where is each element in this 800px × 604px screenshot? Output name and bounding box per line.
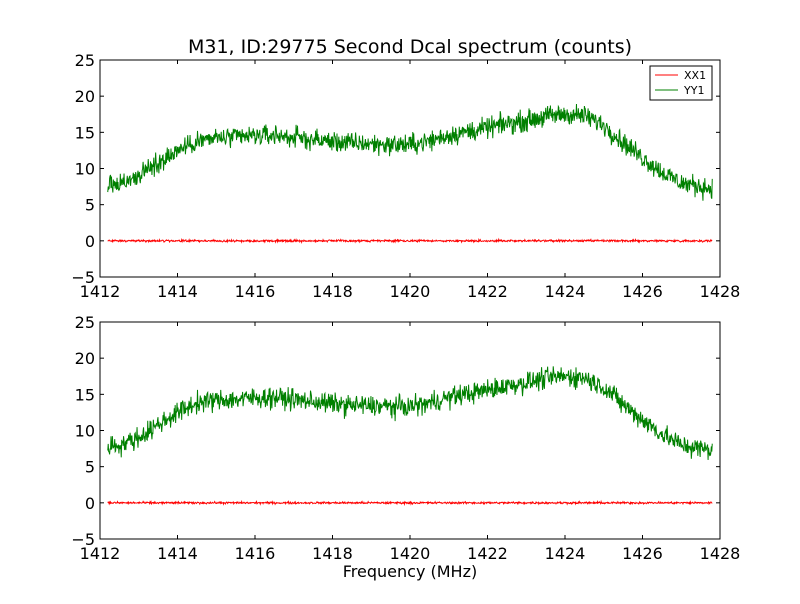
y-tick-label: 0 (85, 232, 95, 251)
x-tick-label: 1414 (157, 544, 198, 563)
x-tick-label: 1418 (312, 544, 353, 563)
y-tick-label: 10 (75, 422, 95, 441)
y-tick-label: 15 (75, 385, 95, 404)
y-tick-label: −5 (71, 268, 95, 287)
x-tick-label: 1416 (235, 544, 276, 563)
y-tick-label: 5 (85, 196, 95, 215)
x-tick-label: 1428 (700, 282, 741, 301)
y-tick-label: 25 (75, 313, 95, 332)
series-green-line (107, 366, 713, 460)
x-tick-label: 1418 (312, 282, 353, 301)
x-tick-label: 1426 (622, 282, 663, 301)
panel-2: 1412 1414 1416 1418 1420 1422 1424 1426 1428 −5 0 5… (71, 313, 740, 563)
x-tick-label: 1426 (622, 544, 663, 563)
y-tick-label: 25 (75, 51, 95, 70)
x-tick-label: 1424 (545, 282, 586, 301)
series-yy1-line (107, 103, 713, 201)
y-tick-label: 15 (75, 123, 95, 142)
x-tick-label: 1420 (390, 282, 431, 301)
legend-label-xx1: XX1 (684, 69, 706, 82)
plot-frame (99, 321, 721, 540)
x-tick-label: 1412 (80, 282, 121, 301)
x-tick-label: 1414 (157, 282, 198, 301)
x-tick-label: 1422 (467, 544, 508, 563)
x-tick-label: 1412 (80, 544, 121, 563)
legend-box (649, 65, 713, 101)
panel-1: 1412 1414 1416 1418 1420 1422 1424 1426 1428 −5 0 5… (71, 51, 740, 301)
x-tick-label: 1424 (545, 544, 586, 563)
series-xx1-line (107, 237, 713, 244)
panels: 1412 1414 1416 1418 1420 1422 1424 1426 1428 −5 0 5… (71, 51, 740, 563)
y-tick-label: 5 (85, 458, 95, 477)
y-tick-label: 0 (85, 494, 95, 513)
x-tick-label: 1420 (390, 544, 431, 563)
plot-frame (99, 59, 721, 278)
x-axis-label: Frequency (MHz) (343, 562, 477, 581)
x-tick-label: 1428 (700, 544, 741, 563)
y-tick-label: 10 (75, 160, 95, 179)
legend-label-yy1: YY1 (683, 84, 704, 97)
chart-title: M31, ID:29775 Second Dcal spectrum (coun… (188, 36, 632, 58)
y-tick-label: 20 (75, 87, 95, 106)
y-tick-label: 20 (75, 349, 95, 368)
x-tick-label: 1422 (467, 282, 508, 301)
x-tick-label: 1416 (235, 282, 276, 301)
series-red-line (107, 499, 713, 507)
y-tick-label: −5 (71, 530, 95, 549)
